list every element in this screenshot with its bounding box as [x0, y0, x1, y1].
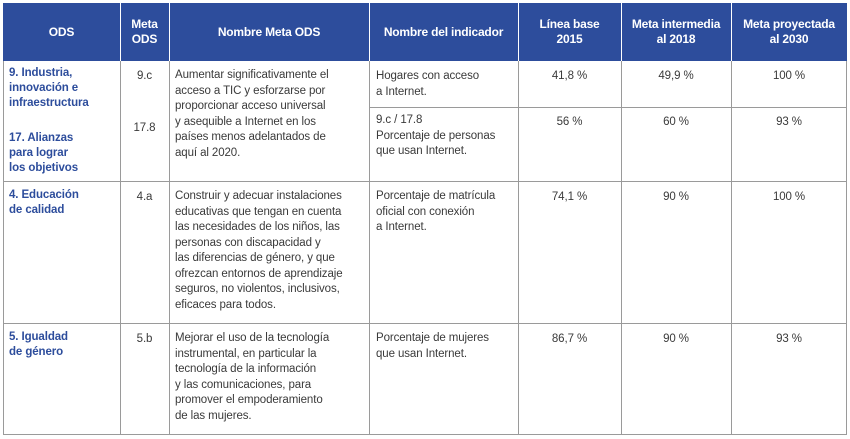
row2-ods: 4. Educación de calidad [9, 189, 79, 216]
sub-row-divider [369, 107, 847, 108]
header-ods: ODS [48, 24, 75, 39]
row3-meta: 5.b [136, 333, 153, 345]
header-meta-proyectada: Meta proyectada al 2030 [743, 17, 835, 46]
row1-ods: 9. Industria, innovación e infraestructu… [9, 67, 89, 109]
row3-meta-proyectada: 93 % [776, 333, 802, 345]
row3-nombre-meta: Mejorar el uso de la tecnología instrume… [175, 332, 330, 422]
col-divider [369, 61, 370, 435]
row3-indicador: Porcentaje de mujeres que usan Internet. [376, 332, 489, 360]
header-nombre-indicador: Nombre del indicador [383, 24, 504, 39]
row1-meta-2: 17.8 [133, 122, 156, 134]
row-divider [3, 323, 847, 324]
border-right [846, 61, 847, 435]
row2-linea-base: 74,1 % [551, 191, 588, 203]
row1-nombre-meta: Aumentar significativamente el acceso a … [175, 69, 329, 159]
ods-table: ODS Meta ODS Nombre Meta ODS Nombre del … [3, 3, 847, 435]
row2-nombre-meta: Construir y adecuar instalaciones educat… [175, 190, 343, 311]
row3-ods: 5. Igualdad de género [9, 331, 68, 358]
row1-meta: 9.c [136, 70, 153, 82]
row1-ods-2: 17. Alianzas para lograr los objetivos [9, 132, 78, 174]
col-divider [731, 61, 732, 435]
col-divider [621, 61, 622, 435]
row1-indicador: Hogares con acceso a Internet. [376, 70, 480, 98]
col-divider [120, 61, 121, 435]
row2-meta-proyectada: 100 % [772, 191, 806, 203]
row1-meta-proyectada-2: 93 % [776, 116, 802, 128]
row1-indicador-2: 9.c / 17.8 Porcentaje de personas que us… [376, 114, 496, 157]
border-bottom [3, 434, 847, 435]
header-nombre-meta-ods: Nombre Meta ODS [217, 24, 321, 39]
row3-linea-base: 86,7 % [551, 333, 588, 345]
row2-meta: 4.a [136, 191, 153, 203]
row1-meta-proyectada: 100 % [772, 70, 806, 82]
row2-meta-intermedia: 90 % [663, 191, 689, 203]
row-divider [3, 181, 847, 182]
col-divider [169, 61, 170, 435]
header-meta-intermedia: Meta intermedia al 2018 [631, 17, 721, 46]
col-divider [518, 61, 519, 435]
table-header: ODS Meta ODS Nombre Meta ODS Nombre del … [3, 3, 847, 61]
border-left [3, 61, 4, 435]
row2-indicador: Porcentaje de matrícula oficial con cone… [376, 190, 496, 233]
row1-linea-base-2: 56 % [556, 116, 583, 128]
header-meta-ods: Meta ODS [131, 17, 158, 46]
row1-meta-intermedia-2: 60 % [663, 116, 689, 128]
row1-linea-base: 41,8 % [551, 70, 588, 82]
row3-meta-intermedia: 90 % [663, 333, 689, 345]
row1-meta-intermedia: 49,9 % [658, 70, 694, 82]
header-linea-base: Línea base 2015 [539, 17, 600, 46]
